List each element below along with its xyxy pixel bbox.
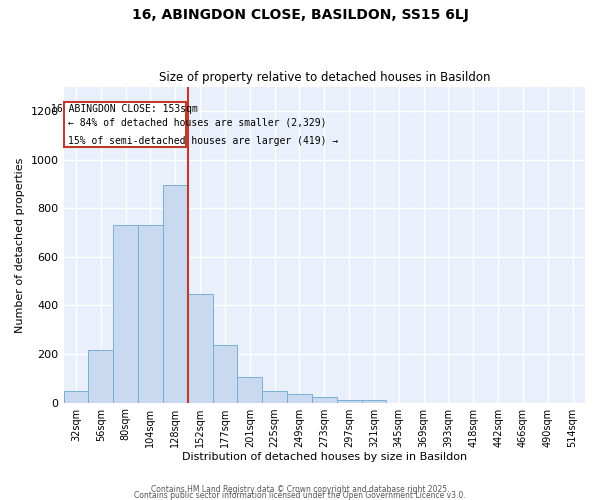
Bar	[337, 400, 362, 402]
Bar	[188, 294, 212, 403]
Bar	[287, 394, 312, 402]
Bar	[163, 186, 188, 402]
Text: 15% of semi-detached houses are larger (419) →: 15% of semi-detached houses are larger (…	[68, 136, 338, 146]
Text: Contains HM Land Registry data © Crown copyright and database right 2025.: Contains HM Land Registry data © Crown c…	[151, 484, 449, 494]
Bar	[138, 226, 163, 402]
Title: Size of property relative to detached houses in Basildon: Size of property relative to detached ho…	[158, 72, 490, 85]
Bar	[88, 350, 113, 403]
Text: 16, ABINGDON CLOSE, BASILDON, SS15 6LJ: 16, ABINGDON CLOSE, BASILDON, SS15 6LJ	[131, 8, 469, 22]
Bar	[238, 376, 262, 402]
Text: Contains public sector information licensed under the Open Government Licence v3: Contains public sector information licen…	[134, 490, 466, 500]
Bar	[212, 345, 238, 403]
Bar	[362, 400, 386, 402]
Y-axis label: Number of detached properties: Number of detached properties	[15, 157, 25, 332]
Text: 16 ABINGDON CLOSE: 153sqm: 16 ABINGDON CLOSE: 153sqm	[52, 104, 199, 115]
Bar	[312, 397, 337, 402]
FancyBboxPatch shape	[64, 102, 186, 146]
X-axis label: Distribution of detached houses by size in Basildon: Distribution of detached houses by size …	[182, 452, 467, 462]
Text: ← 84% of detached houses are smaller (2,329): ← 84% of detached houses are smaller (2,…	[68, 118, 326, 128]
Bar	[64, 391, 88, 402]
Bar	[113, 226, 138, 402]
Bar	[262, 391, 287, 402]
